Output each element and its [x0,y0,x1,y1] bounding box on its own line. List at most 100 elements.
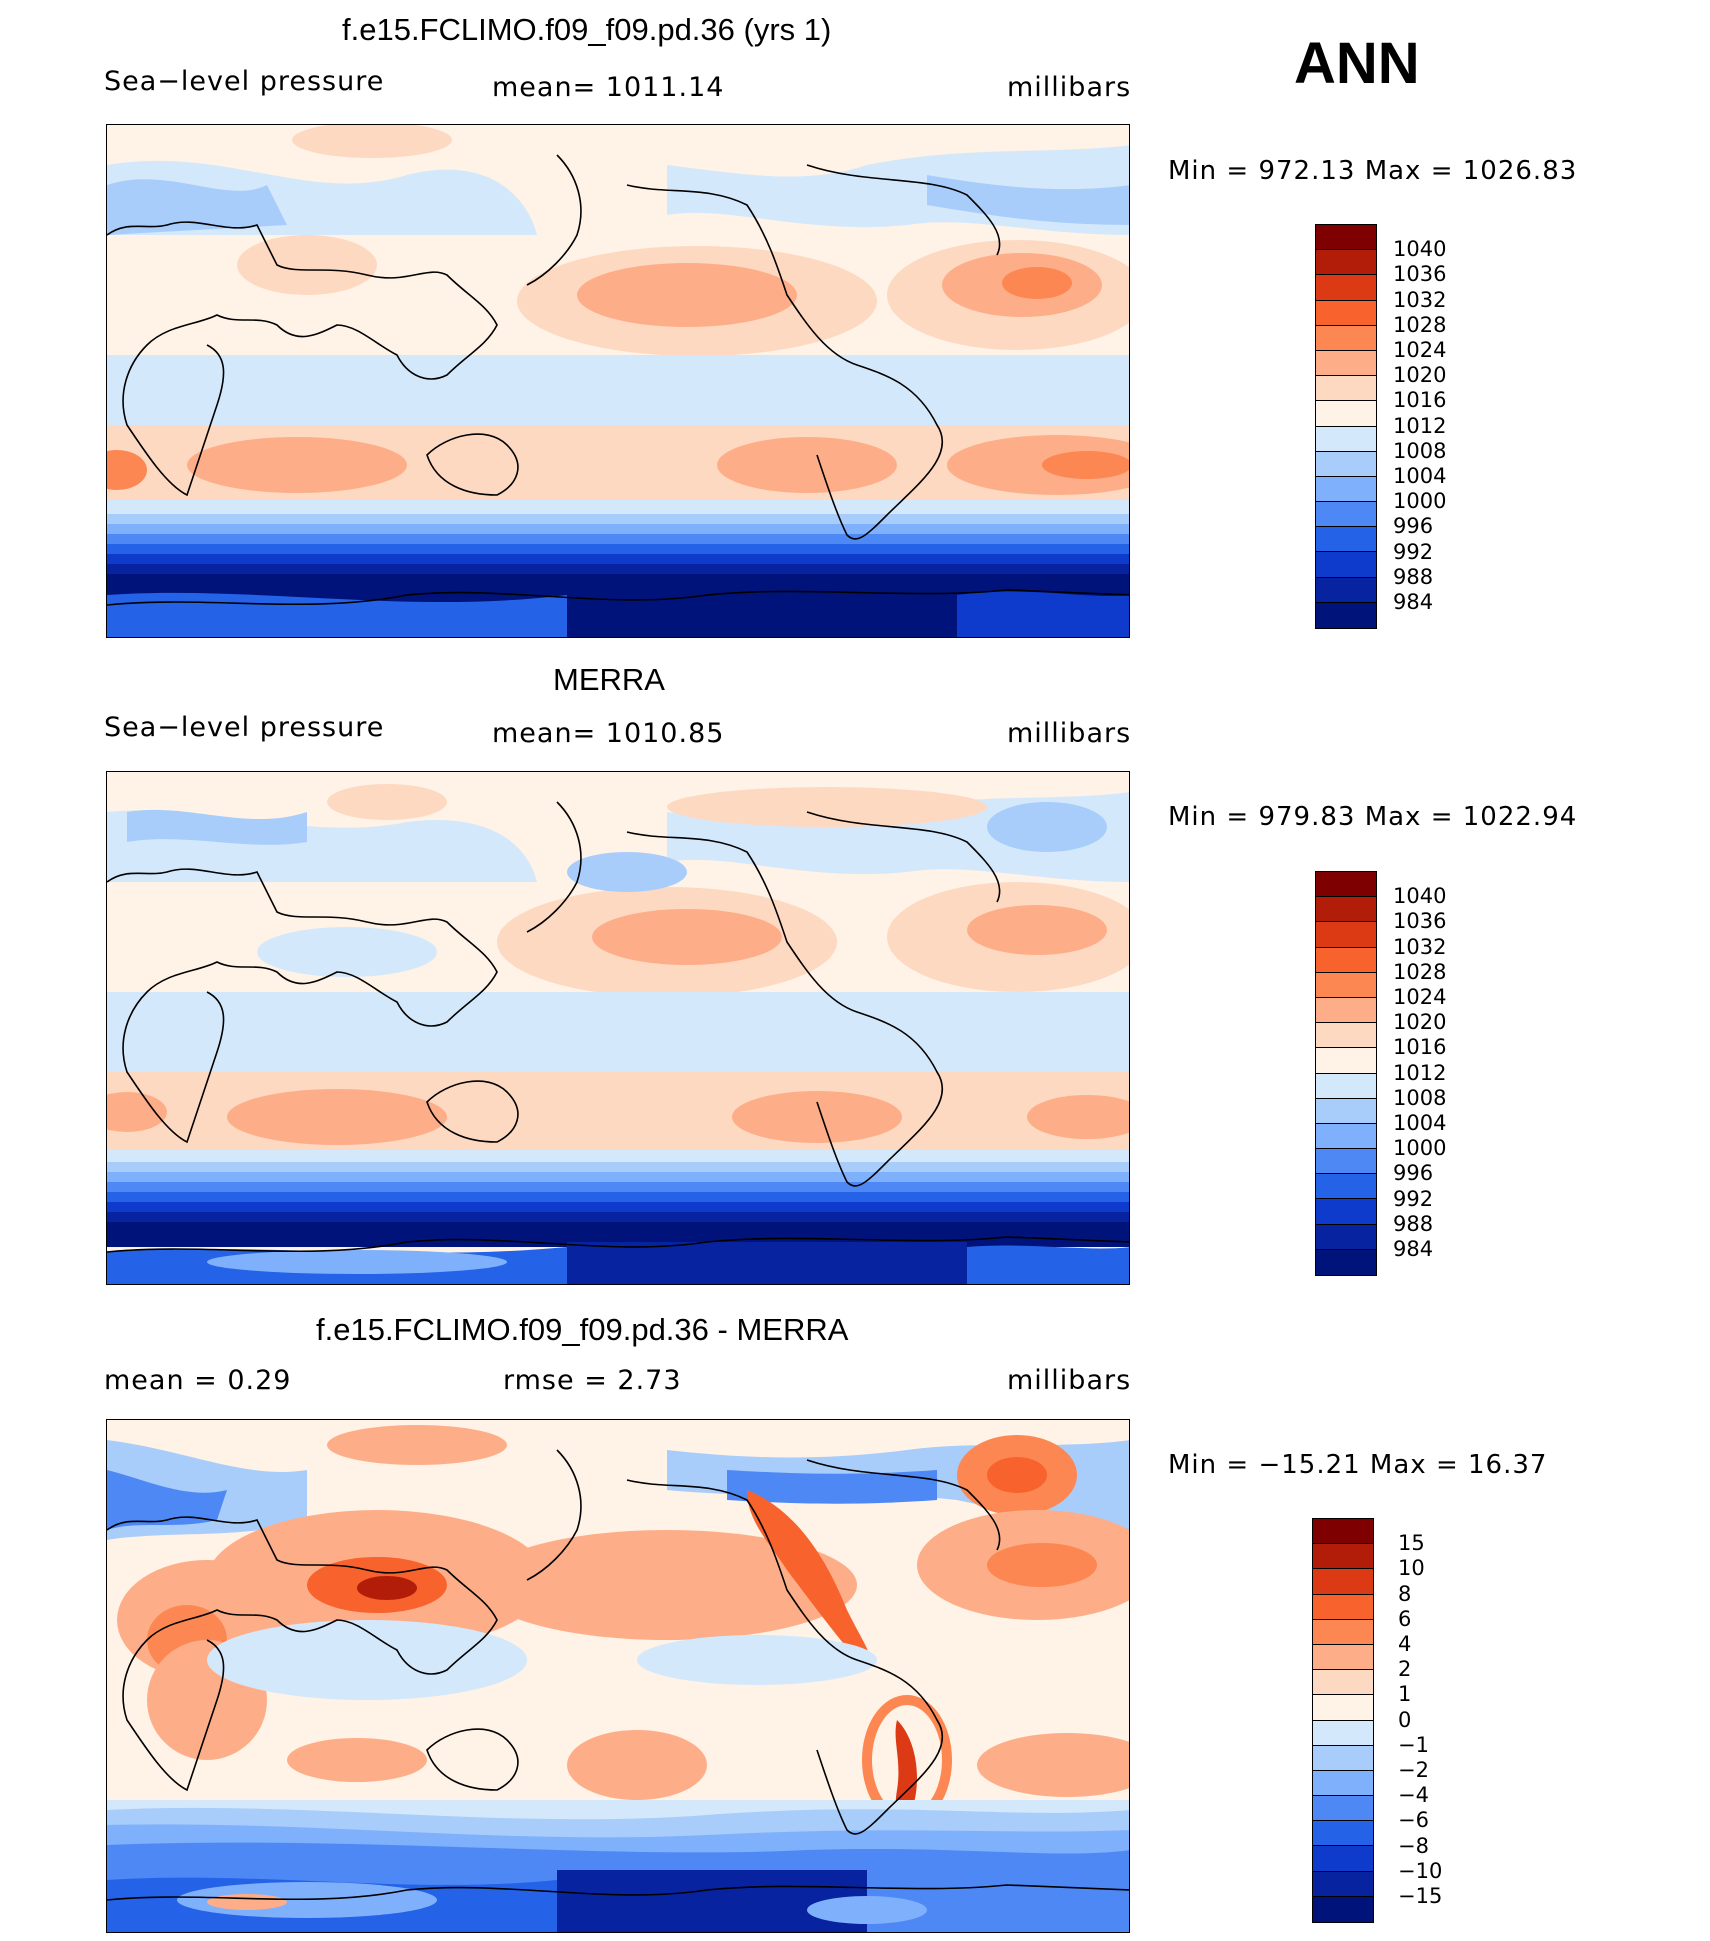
colorbar-swatch [1316,225,1376,251]
colorbar-tick-label: 8 [1398,1581,1412,1606]
mean-label: mean= 1011.14 [492,72,725,103]
map-diff [106,1419,1130,1933]
colorbar-swatch [1313,1745,1373,1771]
colorbar-swatch [1313,1670,1373,1696]
contour-map [107,125,1129,637]
colorbar-tick-label: 988 [1393,564,1434,589]
colorbar-swatch [1316,1098,1376,1124]
colorbar-swatch [1316,922,1376,948]
panel-title: f.e15.FCLIMO.f09_f09.pd.36 (yrs 1) [342,12,832,47]
colorbar-tick-label: 1028 [1393,312,1447,337]
colorbar-tick-label: 1016 [1393,1035,1447,1060]
variable-label: Sea−level pressure [104,66,385,97]
colorbar-tick-label: 992 [1393,1186,1434,1211]
panel-title: MERRA [553,662,665,697]
colorbar-tick-label: −2 [1398,1758,1429,1782]
colorbar-swatch [1313,1519,1373,1545]
colorbar-swatch [1316,527,1376,553]
colorbar-tick-label: 984 [1393,590,1434,614]
colorbar-tick-label: 996 [1393,514,1434,539]
colorbar-tick-label: 1040 [1393,884,1447,909]
colorbar-swatch [1313,1544,1373,1570]
colorbar-tick-label: 1032 [1393,934,1447,959]
colorbar-tick-label: −8 [1398,1833,1429,1858]
panel-title: f.e15.FCLIMO.f09_f09.pd.36 - MERRA [316,1312,849,1347]
colorbar-swatch [1316,1048,1376,1074]
colorbar-swatch [1313,1594,1373,1620]
colorbar-tick-label: 988 [1393,1211,1434,1236]
minmax-label: Min = 972.13 Max = 1026.83 [1168,156,1578,186]
colorbar-swatch [1316,1149,1376,1175]
colorbar-tick-label: −1 [1398,1732,1429,1757]
colorbar-swatch [1313,1644,1373,1671]
colorbar-tick-label: 4 [1398,1632,1412,1656]
colorbar-swatch [1316,350,1376,377]
colorbar-swatch [1316,997,1376,1024]
colorbar-tick-label: 1032 [1393,287,1447,312]
colorbar-tick-label: 1000 [1393,1136,1447,1161]
colorbar-swatch [1316,476,1376,503]
contour-map [107,772,1129,1284]
colorbar [1315,871,1377,1276]
colorbar-tick-label: 15 [1398,1531,1425,1556]
units-label: millibars [1007,72,1132,103]
colorbar-swatch [1316,426,1376,452]
colorbar-swatch [1316,275,1376,301]
colorbar-tick-label: 1020 [1393,1010,1447,1035]
colorbar-swatch [1316,451,1376,477]
colorbar-swatch [1316,325,1376,351]
rmse-label: rmse = 2.73 [503,1365,682,1396]
colorbar-tick-label: 1024 [1393,338,1447,362]
map-obs [106,771,1130,1285]
colorbar-swatch [1313,1846,1373,1872]
colorbar-swatch [1316,1023,1376,1049]
colorbar-tick-label: 992 [1393,539,1434,564]
colorbar-swatch [1316,401,1376,427]
colorbar-tick-label: 984 [1393,1237,1434,1261]
colorbar [1315,224,1377,629]
variable-label: Sea−level pressure [104,712,385,743]
colorbar-tick-label: 2 [1398,1657,1412,1682]
colorbar-swatch [1313,1569,1373,1595]
colorbar [1312,1518,1374,1923]
mean-label: mean = 0.29 [104,1365,292,1396]
colorbar-tick-label: 0 [1398,1707,1412,1732]
colorbar-tick-label: 1012 [1393,1060,1447,1085]
colorbar-swatch [1313,1821,1373,1847]
colorbar-swatch [1316,972,1376,998]
mean-label: mean= 1010.85 [492,718,725,749]
colorbar-tick-label: 10 [1398,1556,1425,1581]
colorbar-tick-label: 6 [1398,1606,1412,1631]
colorbar-tick-label: 1008 [1393,1085,1447,1110]
colorbar-swatch [1316,947,1376,973]
colorbar-tick-label: −4 [1398,1783,1429,1808]
colorbar-swatch [1313,1720,1373,1746]
colorbar-swatch [1313,1695,1373,1721]
colorbar-swatch [1316,1123,1376,1150]
colorbar-swatch [1316,502,1376,528]
contour-map [107,1420,1129,1932]
colorbar-swatch [1316,1224,1376,1250]
colorbar-tick-label: −6 [1398,1808,1429,1833]
colorbar-swatch [1316,897,1376,923]
colorbar-swatch [1316,872,1376,898]
colorbar-swatch [1313,1896,1373,1922]
colorbar-tick-label: 1008 [1393,438,1447,463]
colorbar-tick-label: 1020 [1393,363,1447,388]
minmax-label: Min = 979.83 Max = 1022.94 [1168,802,1578,832]
units-label: millibars [1007,1365,1132,1396]
minmax-label: Min = −15.21 Max = 16.37 [1168,1450,1548,1480]
units-label: millibars [1007,718,1132,749]
colorbar-swatch [1316,1174,1376,1200]
colorbar-tick-label: 1036 [1393,262,1447,287]
colorbar-swatch [1316,300,1376,326]
colorbar-tick-label: 1016 [1393,388,1447,413]
colorbar-swatch [1313,1796,1373,1822]
colorbar-tick-label: 1004 [1393,1111,1447,1135]
colorbar-swatch [1316,376,1376,402]
colorbar-tick-label: −10 [1398,1858,1443,1883]
colorbar-swatch [1316,1249,1376,1275]
colorbar-tick-label: 1000 [1393,489,1447,514]
map-model [106,124,1130,638]
colorbar-swatch [1316,1199,1376,1225]
